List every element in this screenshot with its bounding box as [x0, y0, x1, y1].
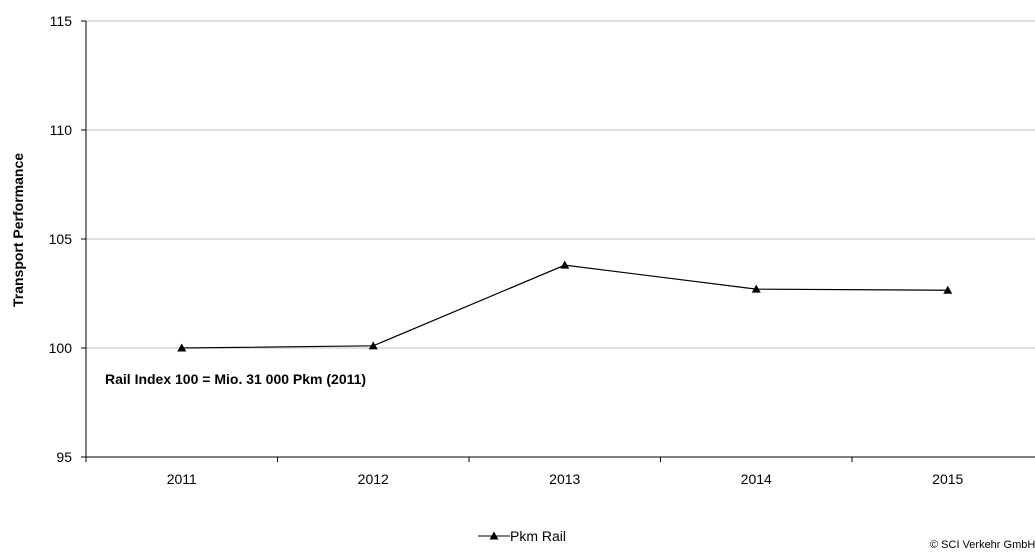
y-tick-label: 100 — [49, 340, 73, 356]
x-tick-label: 2013 — [549, 471, 580, 487]
data-point — [943, 285, 953, 294]
x-tick-label: 2015 — [932, 471, 963, 487]
data-point — [560, 260, 570, 269]
y-tick-label: 115 — [50, 13, 73, 29]
data-point — [177, 343, 187, 352]
y-tick-label: 110 — [50, 122, 73, 138]
x-tick-label: 2012 — [358, 471, 389, 487]
y-tick-label: 95 — [56, 449, 72, 465]
legend: Pkm Rail — [478, 528, 566, 544]
data-point — [751, 284, 761, 293]
legend-item-label: Pkm Rail — [510, 528, 567, 544]
copyright-text: © SCI Verkehr GmbH — [930, 539, 1035, 551]
x-tick-label: 2014 — [741, 471, 772, 487]
x-tick-label: 2011 — [167, 471, 197, 487]
data-point — [368, 341, 378, 350]
index-annotation: Rail Index 100 = Mio. 31 000 Pkm (2011) — [105, 371, 367, 387]
y-tick-label: 105 — [49, 231, 73, 247]
series-line — [181, 264, 948, 349]
legend-marker-icon — [478, 531, 510, 540]
y-axis-label: Transport Performance — [10, 152, 26, 308]
